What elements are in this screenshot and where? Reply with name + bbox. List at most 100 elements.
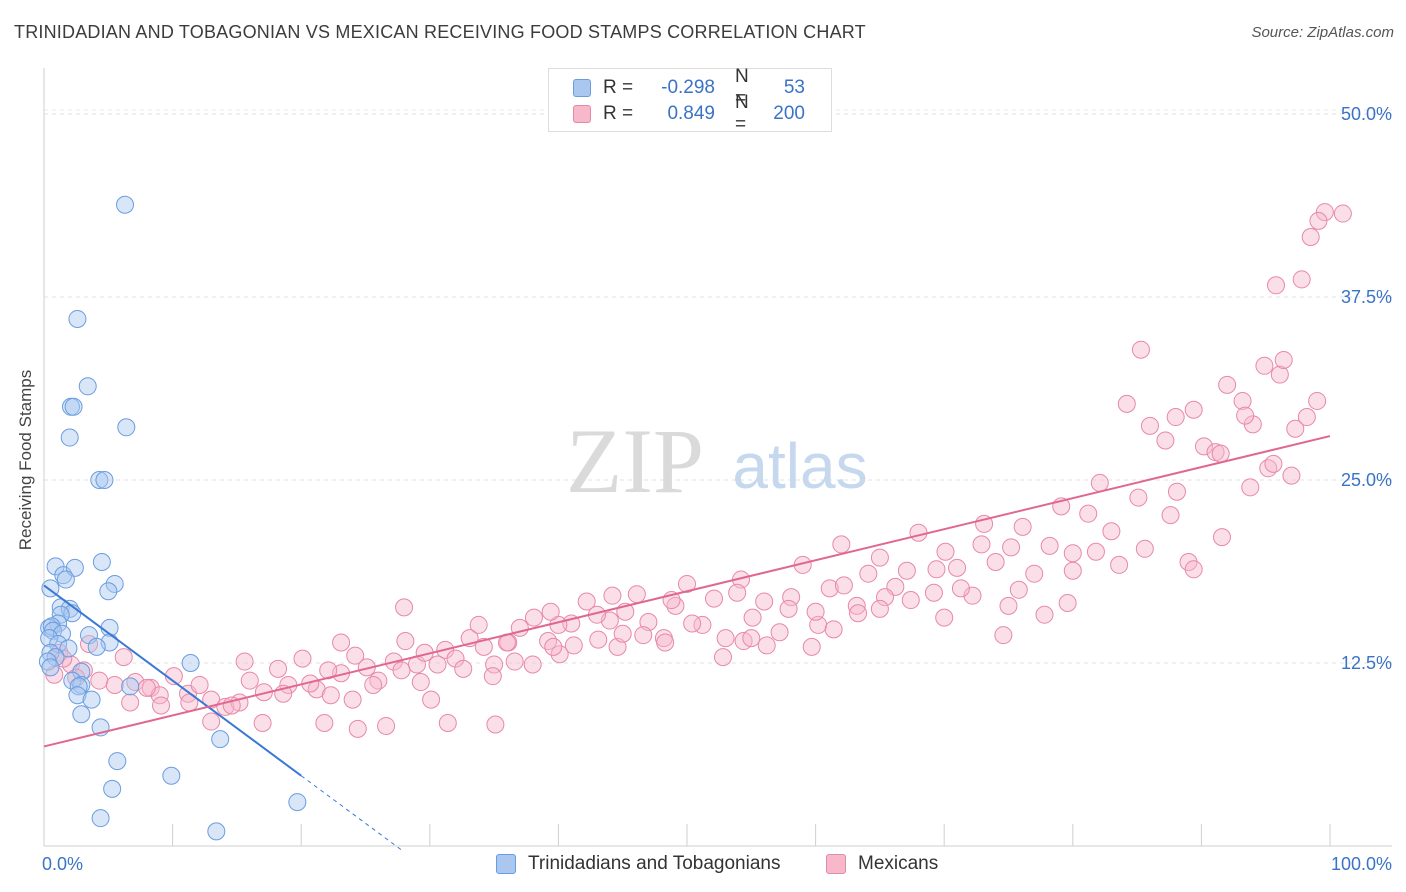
y-tick-label: 50.0%: [1341, 104, 1392, 124]
mexicans-point: [1131, 340, 1150, 359]
mexicans-point: [1308, 391, 1327, 410]
mexicans-point: [1241, 478, 1260, 497]
mexicans-point: [1274, 350, 1293, 369]
mexicans-point: [728, 583, 747, 602]
mexicans-point: [589, 630, 608, 649]
mexicans-point: [678, 574, 696, 593]
mexicans-point: [1129, 488, 1148, 507]
trinidadians-point: [60, 428, 79, 447]
legend-row-trinidadians: R = -0.298 N = 53: [573, 66, 805, 109]
mexicans-point: [1079, 504, 1098, 523]
mexicans-point: [743, 608, 762, 627]
mexicans-point: [897, 561, 916, 580]
trinidadians-point: [99, 582, 118, 601]
legend-n-label: N =: [735, 92, 749, 135]
mexicans-point: [392, 661, 411, 680]
legend-swatch-blue: [573, 79, 591, 97]
mexicans-point: [683, 614, 702, 633]
mexicans-point: [114, 648, 133, 667]
y-tick-label: 37.5%: [1341, 287, 1392, 307]
mexicans-point: [824, 620, 843, 639]
trinidadians-point: [288, 793, 307, 812]
mexicans-point: [927, 560, 946, 579]
mexicans-point: [972, 535, 991, 554]
mexicans-point: [1166, 408, 1185, 427]
mexicans-point: [994, 626, 1013, 645]
mexicans-point: [141, 678, 160, 697]
mexicans-point: [1156, 431, 1175, 450]
correlation-legend: R = -0.298 N = 53 R = 0.849 N = 200: [548, 66, 832, 135]
mexicans-point: [1025, 564, 1044, 583]
mexicans-point: [656, 633, 675, 652]
mexicans-point: [505, 652, 524, 671]
mexicans-point: [806, 602, 825, 621]
bottom-legend-label: Trinidadians and Tobagonians: [528, 853, 781, 874]
mexicans-point: [849, 604, 868, 623]
mexicans-point: [152, 696, 171, 715]
mexicans-point: [1194, 437, 1213, 456]
mexicans-point: [1135, 539, 1154, 558]
source-label: Source: ZipAtlas.com: [1251, 24, 1394, 41]
trinidadians-point: [82, 690, 101, 709]
mexicans-point: [539, 632, 558, 651]
x-tick-label: 0.0%: [42, 854, 83, 874]
mexicans-point: [541, 602, 560, 621]
trinidadians-point: [68, 309, 87, 328]
legend-r-value: -0.298: [661, 77, 715, 98]
mexicans-point: [411, 673, 430, 692]
mexicans-point: [544, 637, 563, 656]
trinidadians-point: [117, 418, 136, 437]
trinidadians-point: [56, 570, 75, 589]
chart-title: TRINIDADIAN AND TOBAGONIAN VS MEXICAN RE…: [14, 22, 866, 42]
mexicans-point: [834, 576, 853, 595]
trinidadians-point: [92, 552, 111, 571]
mexicans-point: [859, 564, 878, 583]
trinidadians-point: [59, 639, 78, 658]
mexicans-point: [832, 535, 851, 554]
mexicans-point: [1218, 375, 1237, 394]
trinidadians-point: [207, 822, 226, 841]
mexicans-point: [396, 632, 415, 651]
mexicans-point: [1090, 473, 1109, 492]
trinidadians-point: [103, 779, 122, 798]
mexicans-point: [627, 585, 646, 604]
mexicans-point: [1212, 528, 1231, 547]
mexicans-point: [377, 716, 396, 735]
mexicans-point: [332, 633, 351, 652]
mexicans-point: [757, 636, 776, 655]
mexicans-point: [523, 655, 542, 674]
x-tick-label: 100.0%: [1331, 854, 1392, 874]
mexicans-point: [714, 648, 733, 667]
mexicans-point: [742, 629, 761, 648]
trinidadians-point: [40, 629, 59, 648]
mexicans-point: [1102, 522, 1121, 541]
gridlines: [44, 109, 1392, 664]
trinidadians-point: [108, 752, 127, 771]
mexicans-point: [779, 599, 798, 618]
legend-r-label: R =: [603, 103, 634, 124]
mexicans-point: [870, 599, 889, 618]
mexicans-point: [986, 552, 1005, 571]
trend-lines: [43, 435, 1331, 853]
mexicans-point: [999, 596, 1018, 615]
mexicans-point: [346, 646, 365, 665]
trinidadians-point: [64, 397, 83, 416]
mexicans-point: [1035, 605, 1054, 624]
mexicans-point: [364, 675, 383, 694]
mexicans-point: [1110, 555, 1129, 574]
mexicans-point: [1040, 536, 1059, 555]
mexicans-point: [564, 636, 583, 655]
mexicans-point: [802, 637, 821, 656]
mexicans-point: [936, 542, 955, 561]
bottom-legend-trinidadians: Trinidadians and Tobagonians: [496, 852, 780, 876]
mexicans-point: [1309, 211, 1328, 230]
trinidadians-point: [78, 377, 97, 396]
mexicans-point: [1255, 356, 1274, 375]
legend-n-value: 53: [783, 77, 805, 98]
mexicans-point: [603, 586, 622, 605]
mexicans-point: [1236, 406, 1255, 425]
legend-swatch-pink: [573, 105, 591, 123]
mexicans-point: [1009, 580, 1028, 599]
mexicans-point: [1167, 482, 1186, 501]
bottom-legend-mexicans: Mexicans: [826, 852, 938, 876]
